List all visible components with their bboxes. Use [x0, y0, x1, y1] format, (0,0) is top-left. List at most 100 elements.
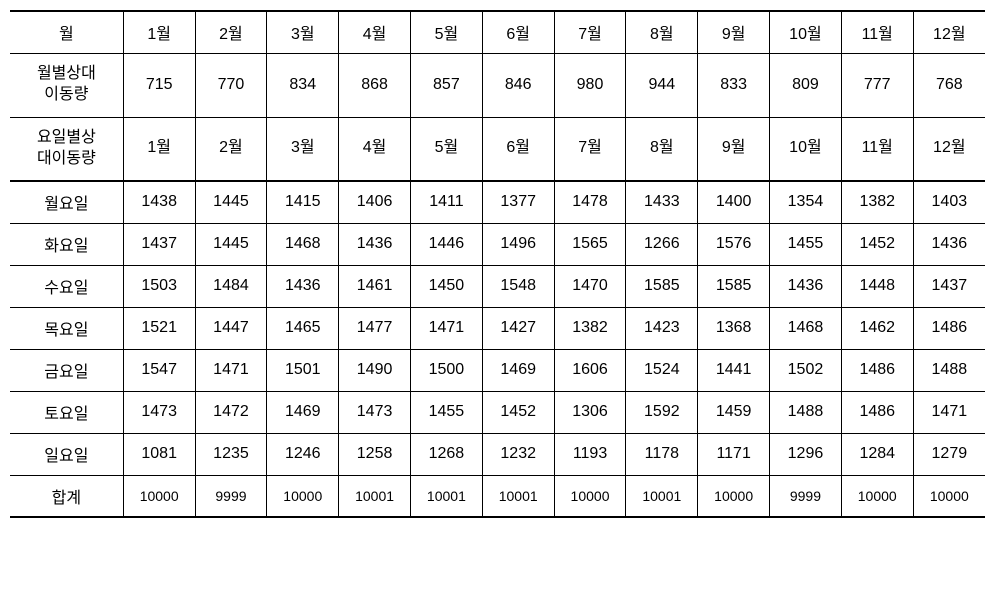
day-cell: 1266: [626, 223, 698, 265]
day-cell: 1468: [770, 307, 842, 349]
day-cell: 1446: [410, 223, 482, 265]
dayofweek-month-cell: 8월: [626, 117, 698, 181]
day-cell: 1468: [267, 223, 339, 265]
day-cell: 1436: [339, 223, 411, 265]
data-table: 월 1월 2월 3월 4월 5월 6월 7월 8월 9월 10월 11월 12월…: [10, 10, 985, 518]
day-cell: 1235: [195, 433, 267, 475]
day-cell: 1496: [482, 223, 554, 265]
day-row-thu: 목요일 1521 1447 1465 1477 1471 1427 1382 1…: [10, 307, 985, 349]
day-cell: 1450: [410, 265, 482, 307]
monthly-relative-label-line2: 이동량: [44, 86, 88, 103]
day-cell: 1471: [913, 391, 985, 433]
monthly-relative-cell: 868: [339, 53, 411, 117]
sum-cell: 10001: [482, 475, 554, 517]
day-cell: 1473: [123, 391, 195, 433]
day-cell: 1486: [841, 349, 913, 391]
monthly-relative-label-line1: 월별상대: [37, 65, 96, 82]
dayofweek-header-label-line2: 대이동량: [37, 150, 96, 167]
day-cell: 1486: [913, 307, 985, 349]
day-row-fri: 금요일 1547 1471 1501 1490 1500 1469 1606 1…: [10, 349, 985, 391]
day-cell: 1478: [554, 181, 626, 223]
day-cell: 1382: [554, 307, 626, 349]
monthly-relative-cell: 846: [482, 53, 554, 117]
header-row-months: 월 1월 2월 3월 4월 5월 6월 7월 8월 9월 10월 11월 12월: [10, 11, 985, 53]
header-month-cell: 10월: [770, 11, 842, 53]
day-cell: 1438: [123, 181, 195, 223]
sum-cell: 10000: [913, 475, 985, 517]
header-month-cell: 8월: [626, 11, 698, 53]
day-cell: 1427: [482, 307, 554, 349]
day-cell: 1455: [410, 391, 482, 433]
day-cell: 1279: [913, 433, 985, 475]
day-cell: 1415: [267, 181, 339, 223]
day-cell: 1461: [339, 265, 411, 307]
day-cell: 1447: [195, 307, 267, 349]
day-cell: 1500: [410, 349, 482, 391]
dayofweek-header-label-line1: 요일별상: [37, 129, 96, 146]
day-cell: 1437: [913, 265, 985, 307]
day-label-sat: 토요일: [10, 391, 123, 433]
monthly-relative-cell: 833: [698, 53, 770, 117]
day-cell: 1469: [267, 391, 339, 433]
dayofweek-month-cell: 3월: [267, 117, 339, 181]
monthly-relative-cell: 809: [770, 53, 842, 117]
header-month-cell: 5월: [410, 11, 482, 53]
day-cell: 1452: [482, 391, 554, 433]
monthly-relative-cell: 777: [841, 53, 913, 117]
day-cell: 1488: [770, 391, 842, 433]
day-label-tue: 화요일: [10, 223, 123, 265]
sum-cell: 10000: [554, 475, 626, 517]
day-cell: 1081: [123, 433, 195, 475]
day-cell: 1502: [770, 349, 842, 391]
dayofweek-month-cell: 10월: [770, 117, 842, 181]
day-cell: 1411: [410, 181, 482, 223]
day-cell: 1592: [626, 391, 698, 433]
day-cell: 1268: [410, 433, 482, 475]
day-cell: 1473: [339, 391, 411, 433]
day-row-sat: 토요일 1473 1472 1469 1473 1455 1452 1306 1…: [10, 391, 985, 433]
header-month-cell: 12월: [913, 11, 985, 53]
dayofweek-month-cell: 7월: [554, 117, 626, 181]
day-cell: 1465: [267, 307, 339, 349]
day-cell: 1296: [770, 433, 842, 475]
day-cell: 1501: [267, 349, 339, 391]
sum-cell: 9999: [195, 475, 267, 517]
day-cell: 1490: [339, 349, 411, 391]
sum-cell: 10001: [339, 475, 411, 517]
header-month-cell: 11월: [841, 11, 913, 53]
day-cell: 1403: [913, 181, 985, 223]
sum-label: 합계: [10, 475, 123, 517]
day-cell: 1382: [841, 181, 913, 223]
day-cell: 1400: [698, 181, 770, 223]
monthly-relative-label: 월별상대 이동량: [10, 53, 123, 117]
day-cell: 1423: [626, 307, 698, 349]
day-cell: 1452: [841, 223, 913, 265]
sum-cell: 10000: [267, 475, 339, 517]
day-cell: 1232: [482, 433, 554, 475]
day-row-sun: 일요일 1081 1235 1246 1258 1268 1232 1193 1…: [10, 433, 985, 475]
header-month-cell: 1월: [123, 11, 195, 53]
monthly-relative-cell: 715: [123, 53, 195, 117]
day-cell: 1606: [554, 349, 626, 391]
sum-cell: 9999: [770, 475, 842, 517]
day-cell: 1246: [267, 433, 339, 475]
day-cell: 1354: [770, 181, 842, 223]
monthly-relative-cell: 857: [410, 53, 482, 117]
day-cell: 1436: [770, 265, 842, 307]
sum-cell: 10001: [626, 475, 698, 517]
day-cell: 1436: [267, 265, 339, 307]
monthly-relative-cell: 980: [554, 53, 626, 117]
sum-cell: 10000: [698, 475, 770, 517]
day-cell: 1488: [913, 349, 985, 391]
day-label-thu: 목요일: [10, 307, 123, 349]
day-cell: 1377: [482, 181, 554, 223]
dayofweek-month-cell: 9월: [698, 117, 770, 181]
day-cell: 1548: [482, 265, 554, 307]
monthly-relative-cell: 834: [267, 53, 339, 117]
dayofweek-month-cell: 11월: [841, 117, 913, 181]
dayofweek-month-cell: 5월: [410, 117, 482, 181]
day-cell: 1471: [195, 349, 267, 391]
day-cell: 1445: [195, 181, 267, 223]
dayofweek-header-label: 요일별상 대이동량: [10, 117, 123, 181]
day-cell: 1547: [123, 349, 195, 391]
